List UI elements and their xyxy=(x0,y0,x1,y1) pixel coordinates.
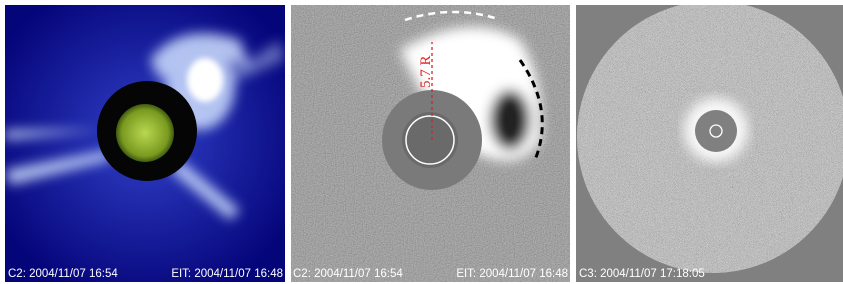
panel-label: C2: 2004/11/07 16:54 xyxy=(293,268,403,280)
panel-label: EIT: 2004/11/07 16:48 xyxy=(456,268,568,280)
annotation: 5.7 R xyxy=(418,55,434,88)
panel-label: C3: 2004/11/07 17:18:05 xyxy=(579,268,705,280)
figure: C2: 2004/11/07 16:54 EIT: 2004/11/07 16:… xyxy=(0,0,843,284)
panel-c3-difference xyxy=(576,5,843,282)
panel-label: EIT: 2004/11/07 16:48 xyxy=(171,268,283,280)
panel-eit-c2 xyxy=(5,5,285,282)
panel-c2-difference xyxy=(291,5,570,282)
panel-label: C2: 2004/11/07 16:54 xyxy=(8,268,118,280)
